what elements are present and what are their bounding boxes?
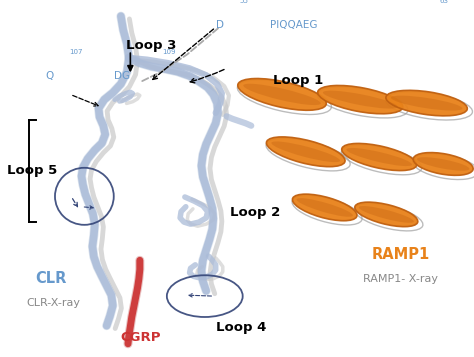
- Text: Loop 4: Loop 4: [216, 321, 266, 334]
- Text: Q: Q: [45, 71, 53, 81]
- Ellipse shape: [297, 198, 353, 217]
- Ellipse shape: [391, 96, 462, 111]
- Text: D: D: [216, 20, 224, 30]
- Ellipse shape: [359, 206, 414, 223]
- Text: DG: DG: [114, 71, 130, 81]
- Text: Loop 1: Loop 1: [273, 74, 323, 87]
- Ellipse shape: [323, 91, 398, 109]
- Ellipse shape: [413, 152, 473, 175]
- Ellipse shape: [386, 90, 467, 116]
- Text: Loop 2: Loop 2: [230, 206, 280, 219]
- Ellipse shape: [355, 202, 418, 227]
- Ellipse shape: [417, 157, 469, 171]
- Text: PIQQAEG: PIQQAEG: [270, 20, 317, 30]
- Ellipse shape: [342, 144, 417, 171]
- Text: Loop 3: Loop 3: [126, 39, 176, 52]
- Text: CGRP: CGRP: [121, 331, 161, 345]
- Text: 63: 63: [439, 0, 448, 4]
- Ellipse shape: [318, 85, 403, 114]
- Text: CLR-X-ray: CLR-X-ray: [26, 298, 80, 308]
- Text: CLR: CLR: [36, 271, 67, 286]
- Text: 109: 109: [163, 50, 176, 55]
- Text: RAMP1- X-ray: RAMP1- X-ray: [363, 274, 438, 284]
- Text: 107: 107: [69, 50, 82, 55]
- Ellipse shape: [292, 194, 357, 221]
- Ellipse shape: [271, 141, 340, 162]
- Ellipse shape: [238, 79, 326, 110]
- Ellipse shape: [346, 148, 412, 166]
- Text: RAMP1: RAMP1: [372, 247, 430, 262]
- Text: Loop 5: Loop 5: [7, 165, 57, 177]
- Ellipse shape: [266, 137, 345, 167]
- Text: 55: 55: [240, 0, 249, 4]
- Ellipse shape: [243, 84, 321, 105]
